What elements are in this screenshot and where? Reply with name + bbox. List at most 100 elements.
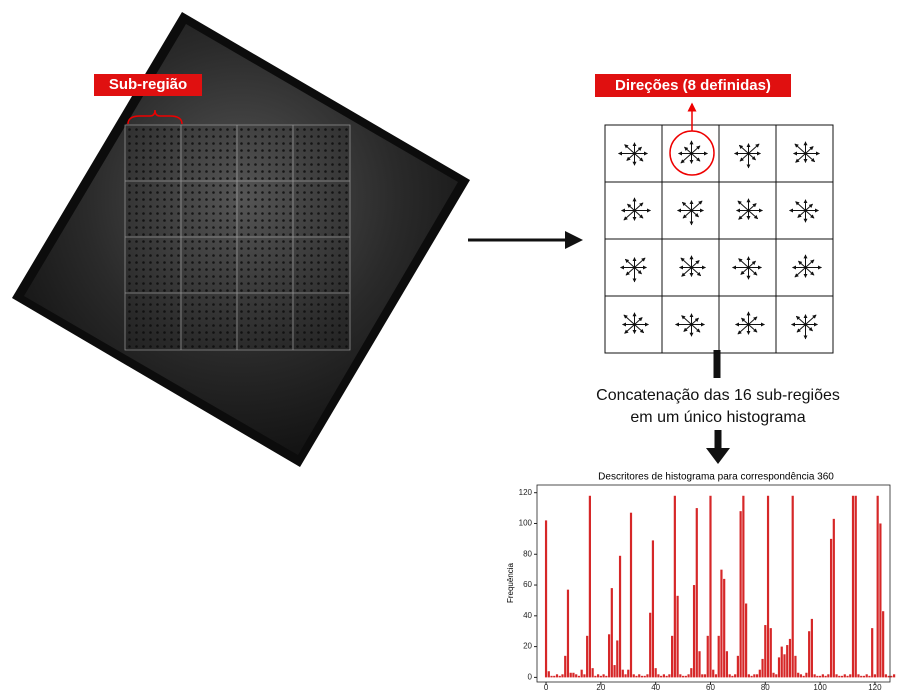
bar: [833, 519, 835, 678]
bar: [679, 674, 681, 677]
bar: [597, 674, 599, 677]
bar: [874, 674, 876, 677]
bar: [748, 674, 750, 677]
bar: [548, 671, 550, 677]
bar: [822, 674, 824, 677]
bar: [709, 496, 711, 678]
bar: [693, 585, 695, 677]
bar: [575, 674, 577, 677]
bar: [759, 670, 761, 678]
bar: [624, 674, 626, 677]
bar: [572, 673, 574, 678]
bar: [608, 634, 610, 677]
x-tick-label: 60: [706, 683, 715, 691]
y-tick-label: 120: [519, 488, 533, 497]
bar: [772, 673, 774, 678]
bar: [613, 665, 615, 677]
direction-grid: [605, 125, 833, 353]
bar: [619, 556, 621, 678]
y-tick-label: 80: [523, 549, 532, 558]
bar: [775, 674, 777, 677]
bar: [814, 674, 816, 677]
bar: [701, 674, 703, 677]
bar: [682, 676, 684, 678]
chart-title: Descritores de histograma para correspon…: [598, 472, 834, 483]
bar: [868, 676, 870, 678]
y-tick-label: 60: [523, 580, 532, 589]
diagram: Sub-região Direções (8 definidas) Concat…: [0, 0, 904, 691]
bar: [852, 496, 854, 678]
subregion-label: Sub-região: [109, 76, 187, 93]
x-tick-label: 40: [651, 683, 660, 691]
bar: [704, 674, 706, 677]
bar: [564, 656, 566, 678]
bar: [729, 674, 731, 677]
bar: [553, 676, 555, 678]
x-tick-label: 120: [868, 683, 882, 691]
bar: [635, 676, 637, 678]
bar: [603, 674, 605, 677]
bar: [756, 674, 758, 677]
bar: [789, 639, 791, 677]
caption: Concatenação das 16 sub-regiões: [596, 387, 840, 404]
caption: em um único histograma: [630, 409, 805, 426]
bar: [671, 636, 673, 678]
bar: [696, 508, 698, 677]
bar: [740, 511, 742, 677]
bar: [660, 676, 662, 678]
bar: [827, 674, 829, 677]
bar: [797, 673, 799, 678]
bar: [778, 657, 780, 677]
bar: [712, 670, 714, 678]
bar: [638, 674, 640, 677]
bar: [731, 676, 733, 678]
bar: [888, 676, 890, 678]
bar: [646, 674, 648, 677]
bar: [594, 676, 596, 678]
bar: [644, 676, 646, 678]
bar: [866, 674, 868, 677]
bar: [545, 520, 547, 677]
arrowhead: [706, 448, 730, 464]
bar: [841, 676, 843, 678]
bar: [581, 670, 583, 678]
y-tick-label: 100: [519, 519, 533, 528]
bar: [734, 674, 736, 677]
bar: [849, 674, 851, 677]
bar: [871, 628, 873, 677]
x-tick-label: 0: [544, 683, 549, 691]
bar: [783, 654, 785, 677]
bar: [616, 640, 618, 677]
bar: [816, 676, 818, 678]
bar: [855, 496, 857, 678]
bar: [753, 674, 755, 677]
bar: [882, 611, 884, 677]
bar: [561, 674, 563, 677]
bar: [890, 676, 892, 678]
bar: [745, 604, 747, 678]
bar: [578, 676, 580, 678]
bar: [800, 674, 802, 677]
bar: [715, 674, 717, 677]
bar: [835, 674, 837, 677]
bar: [559, 676, 561, 678]
bar: [674, 496, 676, 678]
bar: [687, 674, 689, 677]
x-tick-label: 20: [596, 683, 605, 691]
bar: [786, 645, 788, 677]
bar: [893, 674, 895, 677]
bar: [803, 676, 805, 678]
y-tick-label: 20: [523, 642, 532, 651]
bar: [633, 674, 635, 677]
bar: [846, 676, 848, 678]
bar: [655, 668, 657, 677]
bar: [720, 570, 722, 678]
bar: [808, 631, 810, 677]
bar: [698, 651, 700, 677]
bar: [550, 676, 552, 678]
bar: [781, 647, 783, 678]
bar: [811, 619, 813, 677]
bar: [627, 670, 629, 678]
bar: [723, 579, 725, 678]
